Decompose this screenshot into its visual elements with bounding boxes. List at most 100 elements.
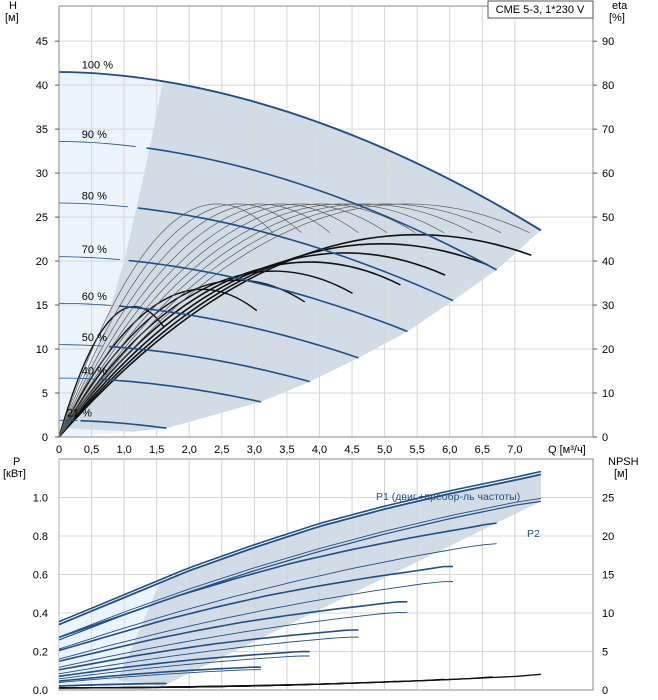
head-curve-thin (58, 202, 128, 208)
y-tick-label: 15 (36, 300, 48, 312)
p2-curve (58, 655, 310, 680)
y2-axis-label: eta (612, 0, 628, 12)
p2-curve (58, 498, 541, 638)
x-tick-label: 4,5 (344, 444, 359, 456)
p2-curve-max (58, 500, 541, 641)
legend-p2: P2 (527, 528, 540, 540)
speed-label: 40 % (82, 365, 107, 377)
head-curve-thin (58, 141, 136, 147)
head-curve (146, 147, 497, 271)
speed-label: 80 % (82, 191, 107, 203)
title-box (487, 0, 594, 19)
head-curve-thin (58, 302, 112, 306)
y2-tick-label: 20 (602, 344, 614, 356)
p-axis-unit: [кВт] (3, 468, 26, 480)
legend-p1: P1 (двиг.+преобр-ль частоты) (376, 491, 520, 503)
title-box-text: CME 5-3, 1*230 V (496, 4, 585, 16)
speed-label: 50 % (82, 332, 107, 344)
efficiency-curve-thin (58, 203, 388, 438)
y-tick-label: 45 (36, 36, 48, 48)
p-tick-label: 0.4 (33, 608, 48, 620)
p2-curve (58, 543, 497, 650)
head-curve (80, 419, 167, 429)
power-curves (58, 470, 542, 687)
y2-tick-label: 70 (602, 124, 614, 136)
head-curves (58, 71, 542, 429)
x-tick-label: 2,0 (182, 444, 197, 456)
head-curve (137, 207, 454, 302)
efficiency-curves (58, 203, 532, 438)
speed-label: 60 % (82, 291, 107, 303)
p1-curve (58, 666, 261, 682)
p1-curve (58, 601, 408, 662)
x-tick-label: 5,0 (377, 444, 392, 456)
y2-tick-label: 60 (602, 168, 614, 180)
p1-curve (58, 650, 310, 678)
head-curve-thin (58, 344, 103, 347)
p2-curve (58, 683, 167, 687)
y2-tick-label: 80 (602, 80, 614, 92)
y-tick-label: 30 (36, 168, 48, 180)
y-tick-label: 35 (36, 124, 48, 136)
p1-curve (58, 565, 454, 652)
speed-label: 90 % (82, 129, 107, 141)
y-axis-label: H (9, 0, 17, 12)
x-tick-label: 5,5 (410, 444, 425, 456)
y-tick-label: 25 (36, 212, 48, 224)
x-tick-label: 1,5 (149, 444, 164, 456)
speed-label: 70 % (82, 244, 107, 256)
head-curve-max (58, 71, 542, 232)
p1-curve (58, 629, 359, 671)
x-tick-label: 3,0 (247, 444, 262, 456)
y-tick-label: 20 (36, 256, 48, 268)
y2-tick-label: 30 (602, 300, 614, 312)
efficiency-curve-thin (58, 203, 302, 438)
efficiency-curve-thin (58, 203, 473, 438)
x-tick-label: 3,5 (279, 444, 294, 456)
y-tick-label: 40 (36, 80, 48, 92)
efficiency-curve (58, 305, 165, 438)
p-tick-label: 0.0 (33, 685, 48, 697)
p2-curve (58, 581, 453, 660)
x-tick-label: 4,0 (312, 444, 327, 456)
npsh-curves (58, 673, 541, 689)
p-axis-label: P (13, 456, 20, 468)
npsh-tick-label: 0 (602, 685, 608, 697)
speed-label: 21 % (67, 407, 92, 419)
efficiency-curve (58, 279, 306, 438)
p1-curve-max (58, 473, 542, 626)
x-axis-label: Q [м³/ч] (548, 444, 586, 456)
p-tick-label: 0.8 (33, 531, 48, 543)
npsh-axis-unit: [м] (614, 468, 628, 480)
npsh-tick-label: 10 (602, 608, 614, 620)
head-curve (109, 345, 310, 383)
npsh-curve (58, 673, 541, 689)
x-tick-label: 2,5 (214, 444, 229, 456)
x-tick-label: 0 (56, 444, 62, 456)
x-tick-label: 1,0 (116, 444, 131, 456)
speed-label: 100 % (82, 60, 113, 72)
y2-tick-label: 90 (602, 36, 614, 48)
head-curve-thin (58, 256, 121, 261)
efficiency-curve-thin (58, 203, 416, 438)
y2-tick-label: 0 (602, 432, 608, 444)
efficiency-curve-thin (58, 203, 331, 438)
p1-curve (58, 470, 542, 623)
power-zone-main (117, 474, 541, 687)
y-tick-label: 10 (36, 344, 48, 356)
x-tick-label: 7,0 (507, 444, 522, 456)
x-tick-label: 6,5 (475, 444, 490, 456)
x-tick-label: 0,5 (84, 444, 99, 456)
npsh-tick-label: 20 (602, 531, 614, 543)
p2-curve (58, 669, 261, 683)
y2-tick-label: 50 (602, 212, 614, 224)
p-tick-label: 0.6 (33, 570, 48, 582)
head-curve (128, 259, 408, 333)
y-axis-unit: [м] (5, 12, 19, 24)
p2-curve (58, 636, 359, 675)
npsh-axis-label: NPSH (608, 456, 639, 468)
p-tick-label: 0.2 (33, 647, 48, 659)
npsh-tick-label: 5 (602, 647, 608, 659)
